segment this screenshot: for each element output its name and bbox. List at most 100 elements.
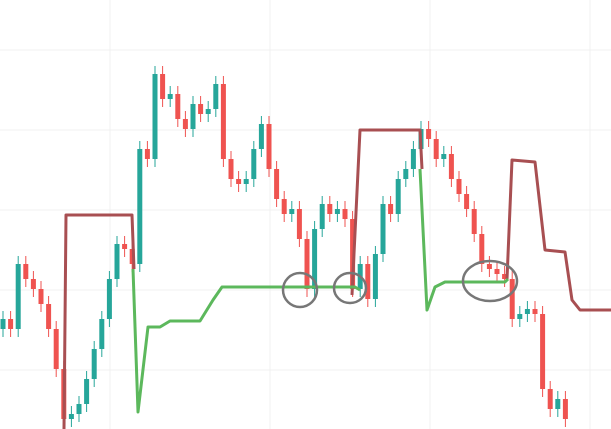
- indicator-line: [62, 128, 611, 429]
- candle: [426, 121, 432, 147]
- candle: [433, 131, 439, 167]
- candle-body: [106, 279, 112, 319]
- annotations: [281, 259, 519, 309]
- candle: [220, 76, 226, 167]
- highlight-circle: [332, 271, 368, 305]
- candle: [91, 341, 97, 387]
- candle: [334, 201, 340, 222]
- candle: [456, 171, 462, 202]
- highlight-circle: [281, 271, 319, 309]
- candle: [494, 261, 500, 282]
- candle: [152, 66, 158, 167]
- candle: [296, 201, 302, 247]
- candle-body: [8, 319, 14, 329]
- candle-body: [30, 279, 36, 289]
- candle-body: [236, 179, 242, 184]
- candle-body: [547, 389, 553, 409]
- candle: [106, 271, 112, 327]
- candle-body: [441, 154, 447, 159]
- candle: [137, 141, 143, 272]
- candle-body: [426, 129, 432, 139]
- candle-body: [243, 179, 249, 184]
- candle-body: [502, 274, 508, 279]
- candle: [23, 256, 29, 287]
- candle-body: [198, 104, 204, 114]
- candle-body: [464, 194, 470, 209]
- candle: [266, 116, 272, 177]
- candle: [198, 96, 204, 122]
- candle-body: [258, 124, 264, 149]
- candle-body: [99, 319, 105, 349]
- candle-body: [137, 149, 143, 264]
- candle-body: [372, 254, 378, 299]
- candle-body: [342, 209, 348, 219]
- candle-body: [213, 84, 219, 109]
- candle: [84, 371, 90, 412]
- candle: [464, 186, 470, 217]
- candle-body: [319, 204, 325, 229]
- candle-body: [296, 209, 302, 239]
- candle-body: [517, 314, 523, 319]
- candle-body: [281, 199, 287, 214]
- candle-body: [251, 149, 257, 179]
- candle: [517, 306, 523, 327]
- candle-body: [327, 204, 333, 214]
- candle: [319, 196, 325, 237]
- candle-body: [220, 84, 226, 159]
- candle: [395, 171, 401, 222]
- candle: [342, 201, 348, 227]
- candle-body: [388, 204, 394, 214]
- candle-body: [540, 314, 546, 389]
- candle-body: [122, 244, 128, 249]
- candle: [46, 296, 52, 337]
- highlight-circle: [461, 259, 519, 303]
- candle-body: [0, 319, 6, 329]
- candle: [281, 191, 287, 222]
- candle: [190, 96, 196, 137]
- candle: [30, 271, 36, 297]
- candle: [258, 116, 264, 157]
- candle: [562, 391, 568, 427]
- candle: [388, 196, 394, 222]
- candle: [175, 86, 181, 127]
- candle: [251, 141, 257, 187]
- candle-body: [433, 139, 439, 159]
- candle: [15, 256, 21, 337]
- candle: [448, 146, 454, 187]
- candle: [0, 311, 6, 337]
- candle: [76, 396, 82, 422]
- candle-body: [144, 149, 150, 159]
- candle: [380, 196, 386, 262]
- candle-body: [304, 239, 310, 289]
- candle-body: [53, 329, 59, 369]
- candle-body: [312, 229, 318, 289]
- candle: [403, 161, 409, 187]
- candle: [524, 301, 530, 322]
- candle: [532, 301, 538, 322]
- candle: [410, 141, 416, 177]
- candle-body: [524, 309, 530, 314]
- candle: [8, 311, 14, 337]
- candle: [547, 381, 553, 417]
- candle: [99, 311, 105, 357]
- candle: [205, 101, 211, 122]
- candle: [160, 66, 166, 107]
- candle-body: [380, 204, 386, 254]
- candle-body: [228, 159, 234, 179]
- candle: [274, 161, 280, 207]
- candle: [441, 146, 447, 167]
- candle: [114, 236, 120, 287]
- candle: [213, 76, 219, 117]
- candle-body: [562, 399, 568, 419]
- candle-body: [68, 414, 74, 419]
- candle: [486, 256, 492, 277]
- candle-body: [114, 244, 120, 279]
- candle: [38, 281, 44, 312]
- candle-body: [167, 94, 173, 99]
- candle-body: [15, 264, 21, 329]
- candle-body: [274, 169, 280, 199]
- candle: [365, 256, 371, 307]
- candle-body: [289, 209, 295, 214]
